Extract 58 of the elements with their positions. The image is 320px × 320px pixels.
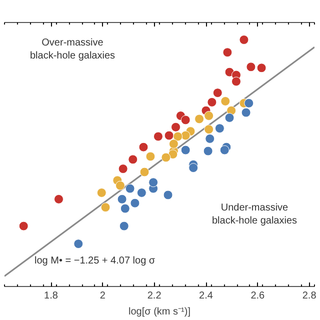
- point: [125, 184, 135, 194]
- point: [171, 122, 181, 132]
- point: [96, 188, 106, 198]
- point: [241, 108, 251, 118]
- point: [54, 194, 64, 204]
- point: [140, 167, 150, 177]
- point: [153, 132, 163, 142]
- x-tick-label: 2: [100, 290, 106, 302]
- point: [100, 202, 110, 212]
- point: [180, 130, 190, 140]
- point: [146, 152, 156, 162]
- point: [180, 145, 190, 155]
- point: [119, 221, 129, 231]
- point: [220, 96, 230, 106]
- x-axis-title: log[σ (km s⁻¹)]: [128, 306, 191, 318]
- annotation: Under-massive black-hole galaxies: [212, 202, 298, 226]
- point: [204, 111, 214, 121]
- point: [168, 139, 178, 149]
- point: [203, 146, 213, 156]
- point: [204, 124, 214, 134]
- point: [212, 88, 222, 98]
- x-tick-label: 2.2: [147, 290, 162, 302]
- point: [205, 134, 215, 144]
- point: [148, 178, 158, 188]
- point: [18, 221, 28, 231]
- point: [117, 194, 127, 204]
- x-tick-label: 1.8: [44, 290, 58, 302]
- point: [164, 130, 174, 140]
- point: [128, 154, 138, 164]
- point: [138, 142, 148, 152]
- point: [130, 198, 140, 208]
- x-tick-label: 2.4: [199, 290, 214, 302]
- point: [161, 152, 171, 162]
- point: [120, 204, 130, 214]
- point: [222, 48, 232, 58]
- point: [207, 97, 217, 107]
- point: [173, 132, 183, 142]
- point: [180, 115, 190, 125]
- point: [239, 35, 249, 45]
- point: [220, 145, 230, 155]
- point: [74, 239, 84, 249]
- x-tick-label: 2.6: [250, 290, 266, 302]
- annotation: Over-massive black-hole galaxies: [30, 37, 116, 62]
- point: [246, 62, 256, 72]
- point: [231, 76, 241, 86]
- point: [224, 112, 234, 122]
- point: [118, 164, 128, 174]
- point: [194, 114, 204, 124]
- point: [136, 188, 146, 198]
- point: [214, 124, 224, 134]
- point: [115, 180, 125, 190]
- annotation: log M• = −1.25 + 4.07 log σ: [34, 256, 156, 266]
- point: [168, 150, 178, 159]
- point: [163, 190, 173, 200]
- x-tick-label: 2.8: [302, 290, 317, 302]
- point: [256, 63, 266, 73]
- point: [244, 98, 254, 108]
- point: [188, 163, 198, 173]
